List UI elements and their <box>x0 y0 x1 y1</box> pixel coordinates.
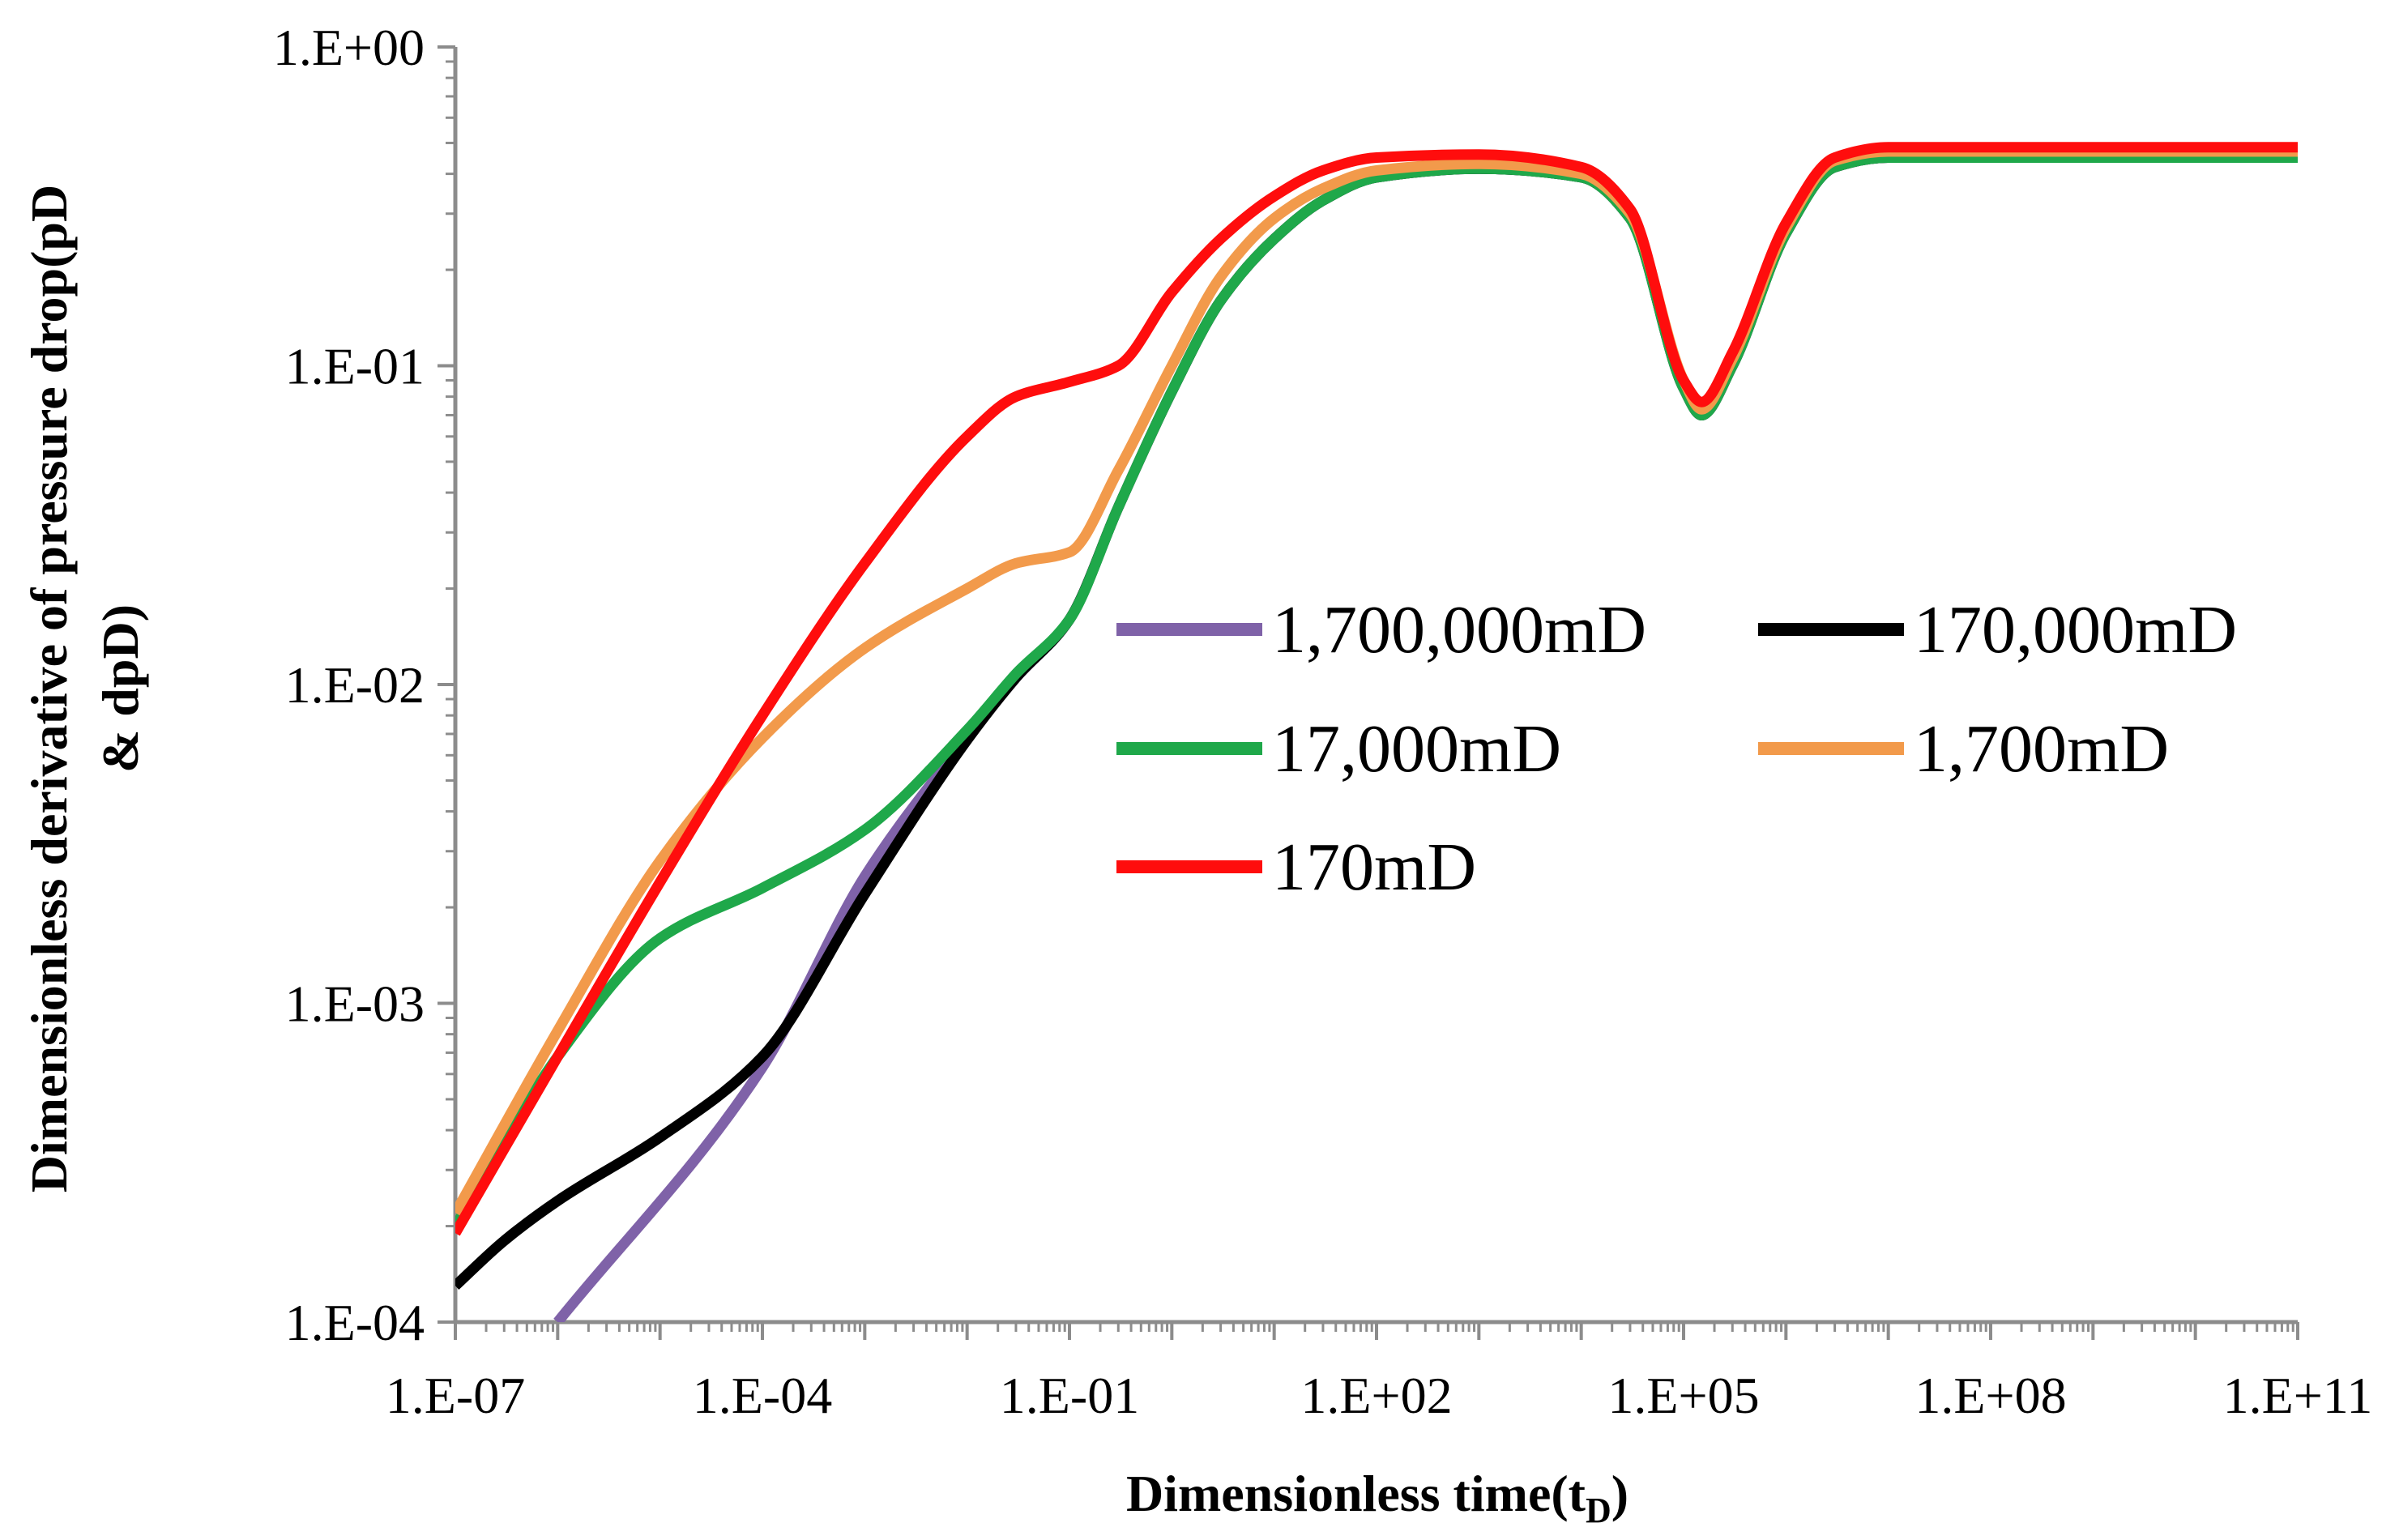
x-axis-title: Dimensionless time(tD) <box>1126 1465 1629 1530</box>
y-tick-label: 1.E-02 <box>285 656 425 714</box>
series-line-1700md <box>455 146 2299 1216</box>
plot-area <box>455 142 2299 1322</box>
x-tick-label: 1.E-01 <box>1000 1367 1139 1424</box>
y-axis-title-line-1: Dimensionless derivative of pressure dro… <box>20 185 78 1192</box>
y-axis-title-line-2: & dpD) <box>92 604 149 773</box>
x-axis-title-end: ) <box>1611 1465 1629 1522</box>
legend-label-17000md: 17,000mD <box>1272 711 1561 787</box>
x-tick-label: 1.E+11 <box>2223 1367 2373 1424</box>
y-tick-label: 1.E-03 <box>285 975 425 1033</box>
x-tick-label: 1.E-07 <box>386 1367 525 1424</box>
axes: 1.E+00 1.E-01 1.E-02 1.E-03 1.E-04 1.E-07 1.E-… <box>273 19 2373 1424</box>
legend: 1,700,000mD 170,000mD 17,000mD 1,700mD 170mD <box>1116 592 2237 905</box>
y-tick-label: 1.E-04 <box>285 1294 425 1351</box>
y-tick-label: 1.E+00 <box>273 19 425 76</box>
x-axis-title-subscript: D <box>1586 1491 1611 1530</box>
legend-label-1700md: 1,700mD <box>1914 711 2169 787</box>
x-tick-label: 1.E+08 <box>1915 1367 2066 1424</box>
x-axis-title-main: Dimensionless time(t <box>1126 1465 1586 1522</box>
legend-label-1700000md: 1,700,000mD <box>1272 592 1646 668</box>
x-tick-label: 1.E+02 <box>1300 1367 1452 1424</box>
series-line-170md <box>455 142 2298 1236</box>
y-tick-label: 1.E-01 <box>285 338 425 395</box>
x-tick-label: 1.E-04 <box>693 1367 832 1424</box>
legend-label-170md: 170mD <box>1272 830 1476 905</box>
x-tick-label: 1.E+05 <box>1607 1367 1759 1424</box>
legend-label-170000md: 170,000mD <box>1914 592 2237 668</box>
series-line-17000md <box>455 151 2298 1229</box>
